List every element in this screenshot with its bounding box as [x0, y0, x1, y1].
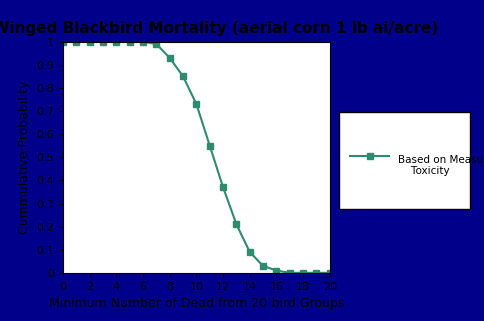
Y-axis label: Cummulative Probability: Cummulative Probability	[18, 81, 30, 234]
Title: Red-Winged Blackbird Mortality (aerial corn 1 lb ai/acre): Red-Winged Blackbird Mortality (aerial c…	[0, 22, 438, 36]
Text: Based on Measured
    Toxicity: Based on Measured Toxicity	[397, 154, 484, 176]
X-axis label: Minimum Number of Dead from 20-bird Groups: Minimum Number of Dead from 20-bird Grou…	[48, 298, 344, 310]
